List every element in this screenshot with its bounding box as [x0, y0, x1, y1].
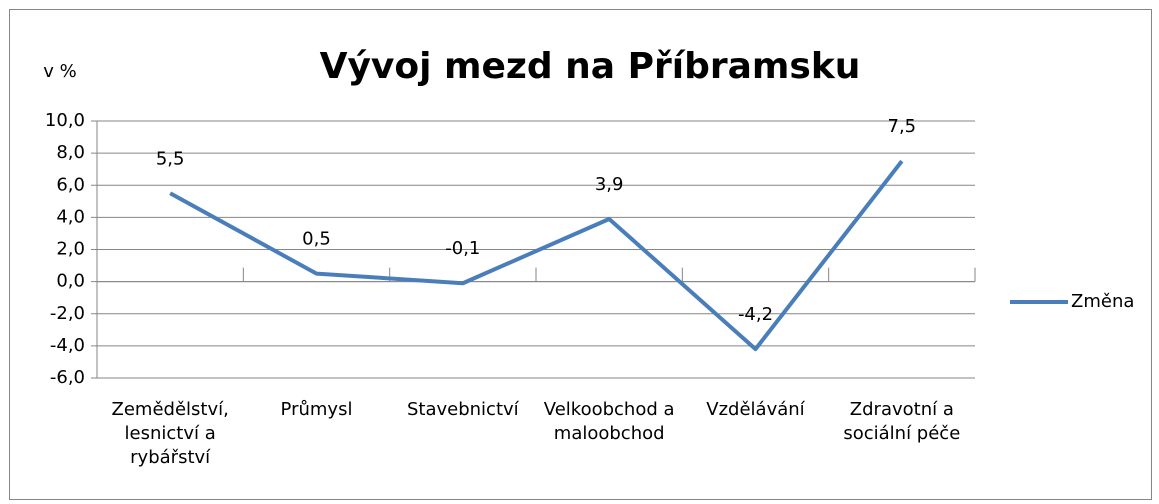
legend-label: Změna — [1071, 291, 1134, 312]
data-label: -0,1 — [445, 238, 480, 259]
x-tick-label-box: Zemědělství, lesnictví a rybářství — [111, 399, 229, 468]
data-label: 3,9 — [595, 174, 624, 195]
data-label: 0,5 — [302, 229, 331, 250]
x-tick-label-box: Vzdělávání — [706, 399, 805, 420]
x-tick-label-box: Stavebnictví — [406, 399, 519, 420]
y-tick-label: 2,0 — [56, 239, 85, 260]
y-axis-label: v % — [43, 61, 76, 82]
data-label: 7,5 — [888, 116, 917, 137]
y-tick-label: 4,0 — [56, 206, 85, 227]
x-tick-label: Průmysl — [280, 399, 353, 420]
y-tick-label: 10,0 — [45, 110, 85, 131]
y-tick-label: -6,0 — [50, 367, 85, 388]
y-tick-label: -4,0 — [50, 335, 85, 356]
x-tick-label-box: Zdravotní a sociální péče — [843, 399, 961, 444]
x-tick-label-box: Velkoobchod a maloobchod — [543, 399, 675, 444]
x-tick-label: Zdravotní a sociální péče — [843, 399, 961, 444]
chart-title: Vývoj mezd na Příbramsku — [320, 46, 861, 87]
y-tick-label: 8,0 — [56, 142, 85, 163]
data-label: -4,2 — [738, 304, 773, 325]
chart-border — [9, 9, 1152, 500]
x-tick-label-box: Průmysl — [280, 399, 353, 420]
y-tick-label: 0,0 — [56, 271, 85, 292]
data-label: 5,5 — [156, 148, 185, 169]
y-tick-label: 6,0 — [56, 174, 85, 195]
x-tick-label: Zemědělství, lesnictví a rybářství — [111, 399, 229, 468]
y-tick-label: -2,0 — [50, 303, 85, 324]
data-line — [169, 159, 904, 352]
x-tick-label: Stavebnictví — [406, 399, 519, 420]
x-tick-label: Velkoobchod a maloobchod — [543, 399, 675, 444]
x-tick-label: Vzdělávání — [706, 399, 805, 420]
